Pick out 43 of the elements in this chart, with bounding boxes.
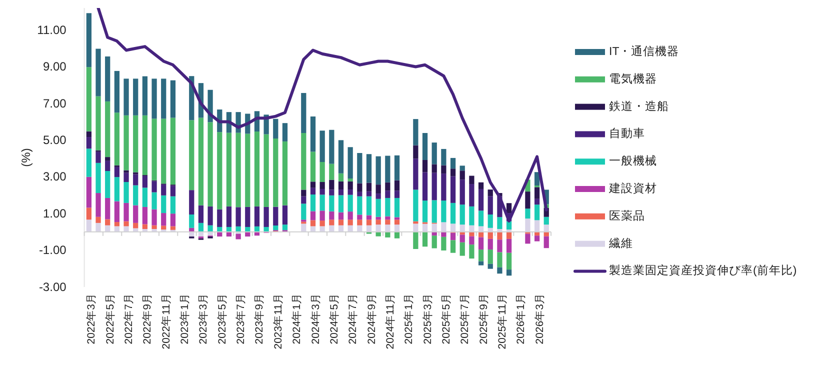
legend-label: 自動車 <box>609 127 645 140</box>
x-tick-label: 2023年7月 <box>235 293 248 344</box>
x-tick-label: 2023年11月 <box>272 293 284 350</box>
y-tick-label: -1.00 <box>38 243 67 258</box>
y-tick-label: -3.00 <box>38 280 67 294</box>
x-tick-label: 2025年3月 <box>422 293 434 344</box>
legend-label: 建設資材 <box>608 182 657 196</box>
x-tick-label: 2025年1月 <box>403 293 416 344</box>
x-tick-label: 2023年9月 <box>254 293 266 344</box>
legend-label: IT・通信機器 <box>609 45 680 58</box>
x-tick-label: 2023年5月 <box>216 293 228 344</box>
x-tick-label: 2024年7月 <box>347 293 360 344</box>
y-tick-label: 9.00 <box>42 60 67 74</box>
x-tick-label: 2025年5月 <box>440 293 452 344</box>
x-tick-label: 2025年9月 <box>478 293 490 344</box>
legend-label: 電気機器 <box>609 72 657 86</box>
x-tick-label: 2023年3月 <box>198 293 210 344</box>
x-tick-label: 2024年1月 <box>291 293 304 344</box>
y-tick-label: 7.00 <box>42 96 67 110</box>
x-tick-label: 2024年9月 <box>366 293 378 344</box>
legend-label: 鉄道・造船 <box>609 100 669 113</box>
x-tick-label: 2022年3月 <box>86 293 98 344</box>
legend-label: 医薬品 <box>609 209 645 222</box>
legend-label: 一般機械 <box>609 154 657 168</box>
y-tick-label: 1.00 <box>42 206 67 220</box>
y-tick-label: 11.00 <box>37 22 67 37</box>
x-tick-label: 2023年1月 <box>179 293 192 344</box>
x-tick-label: 2024年5月 <box>328 293 340 344</box>
x-tick-label: 2026年3月 <box>534 293 546 344</box>
x-tick-label: 2022年11月 <box>160 293 172 350</box>
x-tick-label: 2025年7月 <box>459 293 472 344</box>
x-tick-label: 2024年3月 <box>310 293 322 344</box>
y-tick-label: 5.00 <box>42 133 67 147</box>
x-tick-label: 2022年9月 <box>142 293 154 344</box>
x-tick-label: 2022年7月 <box>123 293 136 344</box>
x-tick-label: 2024年11月 <box>384 293 396 350</box>
x-tick-label: 2022年5月 <box>104 293 116 344</box>
y-tick-label: 3.00 <box>42 170 67 184</box>
y-axis-title: (%) <box>19 148 33 167</box>
x-tick-label: 2026年1月 <box>515 293 528 344</box>
legend-label: 製造業固定資産投資伸び率(前年比) <box>609 263 797 278</box>
x-tick-label: 2025年11月 <box>496 293 508 350</box>
legend-label: 繊維 <box>608 236 633 250</box>
